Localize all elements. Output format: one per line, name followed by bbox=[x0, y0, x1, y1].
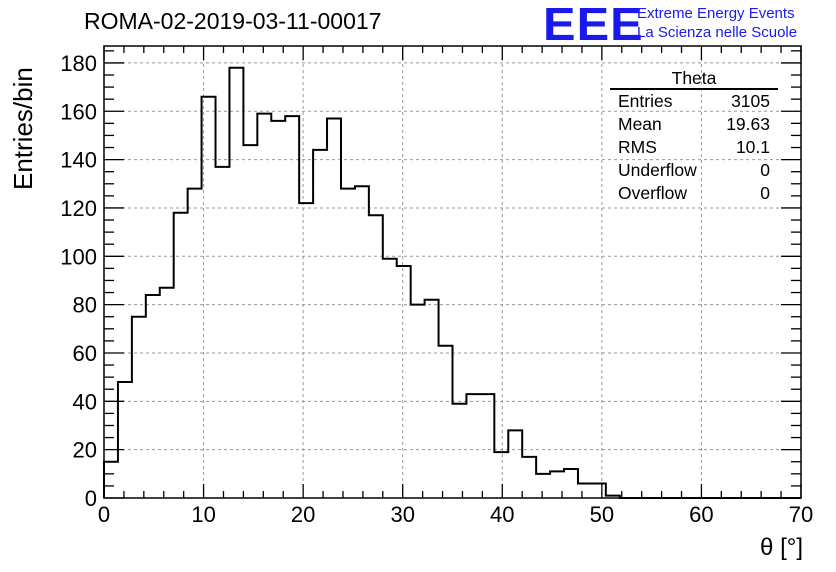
stats-row-mean: Mean 19.63 bbox=[610, 113, 778, 136]
stats-label: Overflow bbox=[618, 183, 688, 203]
plot-frame bbox=[103, 45, 802, 499]
histogram-bin bbox=[299, 203, 313, 498]
stats-value: 19.63 bbox=[726, 114, 770, 134]
histogram-series bbox=[103, 66, 801, 499]
histogram-bin bbox=[202, 97, 216, 498]
histogram-bin bbox=[327, 119, 341, 498]
stats-value: 3105 bbox=[731, 91, 770, 111]
histogram-bin bbox=[480, 394, 494, 498]
histogram-bin bbox=[271, 121, 285, 498]
x-tick-label: 40 bbox=[490, 502, 514, 527]
stats-label: RMS bbox=[618, 137, 657, 157]
run-title: ROMA-02-2019-03-11-00017 bbox=[84, 8, 382, 34]
logo-caption: Extreme Energy Events La Scienza nelle S… bbox=[637, 4, 797, 42]
histogram-bin bbox=[494, 452, 508, 498]
stats-box: Theta Entries 3105 Mean 19.63 RMS 10.1 U… bbox=[610, 69, 778, 205]
plot-border bbox=[103, 45, 802, 499]
histogram-bin bbox=[466, 394, 480, 498]
histogram-bin bbox=[229, 68, 243, 498]
histogram-bin bbox=[257, 114, 271, 498]
histogram-bin bbox=[341, 189, 355, 498]
stats-row-rms: RMS 10.1 bbox=[610, 136, 778, 159]
histogram-bin bbox=[188, 189, 202, 498]
histogram-bin bbox=[522, 457, 536, 498]
histogram-bin bbox=[243, 145, 257, 498]
histogram-bin bbox=[104, 462, 118, 498]
histogram-bin bbox=[160, 288, 174, 498]
histogram-bin bbox=[355, 186, 369, 498]
stats-row-underflow: Underflow 0 bbox=[610, 159, 778, 182]
x-tick-label: 50 bbox=[590, 502, 614, 527]
histogram-bin bbox=[285, 116, 299, 498]
histogram-bin bbox=[216, 167, 230, 498]
x-tick-label: 60 bbox=[689, 502, 713, 527]
stats-label: Entries bbox=[618, 91, 673, 111]
y-tick-label: 60 bbox=[73, 341, 97, 366]
eee-logo: EEE bbox=[543, 0, 644, 50]
histogram-bin bbox=[536, 474, 550, 498]
histogram-line bbox=[103, 66, 801, 499]
stats-value: 10.1 bbox=[735, 137, 770, 157]
logo-caption-line2: La Scienza nelle Scuole bbox=[637, 24, 798, 41]
y-tick-label: 20 bbox=[73, 438, 97, 463]
histogram-bin bbox=[118, 382, 132, 498]
x-tick-label: 70 bbox=[789, 502, 813, 527]
y-tick-label: 100 bbox=[60, 244, 97, 269]
stats-label: Underflow bbox=[618, 160, 697, 180]
logo-caption-line1: Extreme Energy Events bbox=[637, 5, 795, 22]
histogram-bin bbox=[564, 469, 578, 498]
stats-title: Theta bbox=[610, 69, 778, 90]
histogram-bin bbox=[397, 266, 411, 498]
histogram-bin bbox=[132, 317, 146, 498]
y-tick-label: 160 bbox=[60, 99, 97, 124]
histogram-bin bbox=[411, 305, 425, 498]
stats-value: 0 bbox=[760, 160, 770, 180]
y-axis-label: Entries/bin bbox=[8, 67, 38, 190]
histogram-bin bbox=[425, 300, 439, 498]
x-tick-label: 20 bbox=[291, 502, 315, 527]
x-axis-label: θ [°] bbox=[760, 534, 803, 561]
y-tick-label: 120 bbox=[60, 196, 97, 221]
y-tick-label: 180 bbox=[60, 51, 97, 76]
y-tick-label: 80 bbox=[73, 293, 97, 318]
histogram-bin bbox=[508, 430, 522, 498]
histogram-bin bbox=[146, 295, 160, 498]
histogram-bin bbox=[453, 404, 467, 498]
histogram-bin bbox=[369, 215, 383, 498]
tick-labels: 0 10 20 30 40 50 60 70 0 20 40 60 80 100 120 140 160 180 bbox=[60, 51, 813, 527]
x-tick-label: 0 bbox=[98, 502, 110, 527]
y-tick-label: 40 bbox=[73, 389, 97, 414]
histogram-bin bbox=[383, 259, 397, 498]
histogram-bin bbox=[439, 346, 453, 498]
histogram-bin bbox=[578, 483, 592, 498]
histogram-bin bbox=[313, 150, 327, 498]
stats-row-entries: Entries 3105 bbox=[610, 90, 778, 113]
x-tick-label: 10 bbox=[191, 502, 215, 527]
y-tick-label: 140 bbox=[60, 148, 97, 173]
stats-row-overflow: Overflow 0 bbox=[610, 182, 778, 205]
axis-ticks bbox=[103, 46, 802, 499]
histogram-bin bbox=[174, 213, 188, 498]
x-tick-label: 30 bbox=[390, 502, 414, 527]
y-tick-label: 0 bbox=[85, 486, 97, 511]
histogram-bin bbox=[592, 483, 606, 498]
stats-value: 0 bbox=[760, 183, 770, 203]
stats-label: Mean bbox=[618, 114, 662, 134]
